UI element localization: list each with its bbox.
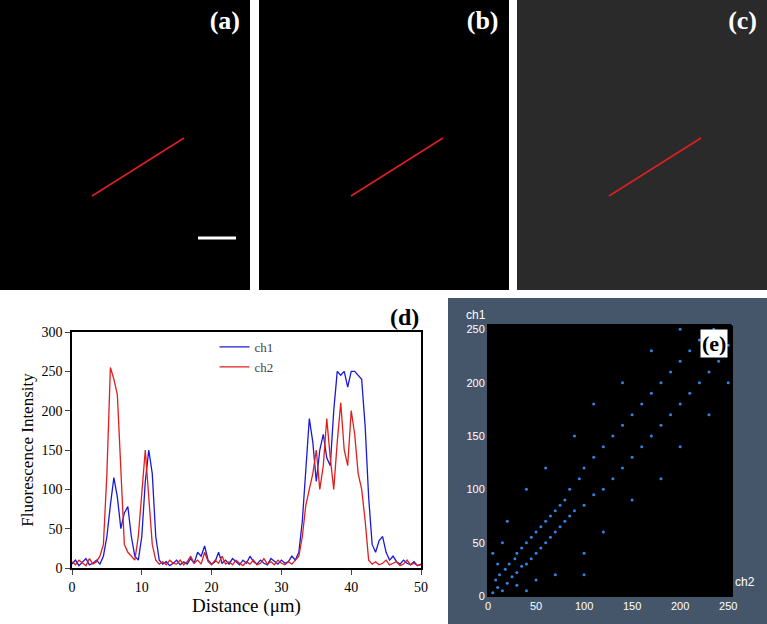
html-text:(b): (b) [466,6,499,35]
html-text:(c): (c) [728,6,757,35]
svg-text:0: 0 [69,580,76,595]
html-text:(a): (a) [209,6,240,35]
svg-text:150: 150 [466,430,484,442]
svg-text:200: 200 [41,404,62,419]
svg-text:40: 40 [344,580,358,595]
svg-text:50: 50 [414,580,428,595]
svg-text:50: 50 [530,600,542,612]
svg-text:100: 100 [575,600,593,612]
svg-text:0: 0 [479,590,485,602]
svg-text:100: 100 [41,482,62,497]
svg-text:250: 250 [41,364,62,379]
svg-text:Fluorescence Intensity: Fluorescence Intensity [18,373,37,527]
svg-text:50: 50 [48,522,62,537]
svg-text:250: 250 [719,600,737,612]
svg-text:150: 150 [623,600,641,612]
svg-text:50: 50 [473,537,485,549]
svg-text:10: 10 [135,580,149,595]
svg-text:ch2: ch2 [255,360,274,375]
svg-text:Distance (μm): Distance (μm) [192,595,301,617]
svg-text:(e): (e) [702,331,726,356]
svg-text:20: 20 [205,580,219,595]
svg-text:250: 250 [466,323,484,335]
svg-text:ch2: ch2 [735,575,755,589]
svg-text:100: 100 [466,483,484,495]
svg-text:0: 0 [485,600,491,612]
svg-text:30: 30 [274,580,288,595]
svg-text:ch1: ch1 [255,340,274,355]
svg-text:200: 200 [671,600,689,612]
svg-text:150: 150 [41,443,62,458]
svg-text:(d): (d) [390,304,419,330]
svg-text:200: 200 [466,377,484,389]
svg-text:300: 300 [41,325,62,340]
svg-text:0: 0 [55,561,62,576]
svg-text:ch1: ch1 [466,308,486,322]
